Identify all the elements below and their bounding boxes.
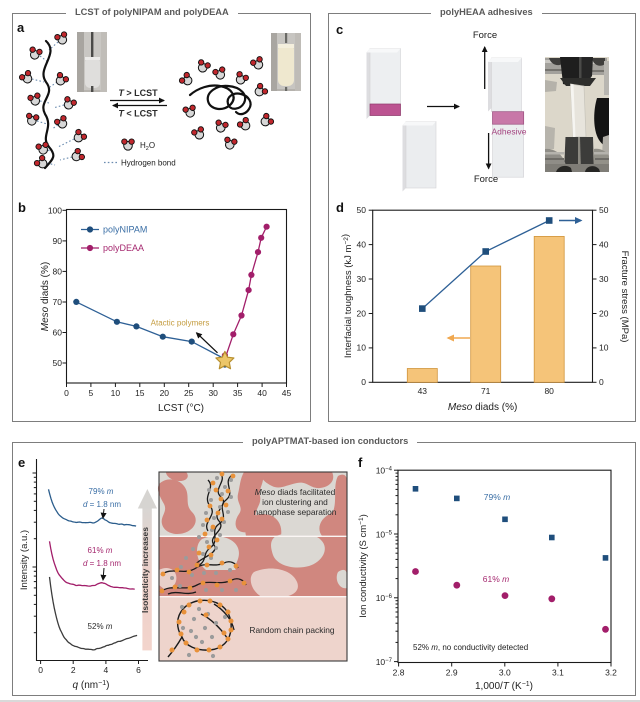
svg-text:20: 20: [599, 308, 609, 318]
svg-text:d = 1.8 nm: d = 1.8 nm: [83, 500, 121, 509]
svg-text:61% m: 61% m: [483, 574, 509, 584]
svg-text:5: 5: [89, 388, 94, 398]
svg-text:Hydrogen bond: Hydrogen bond: [121, 159, 176, 168]
svg-text:80: 80: [544, 386, 554, 396]
svg-text:Force: Force: [474, 174, 498, 185]
svg-text:3.2: 3.2: [605, 668, 617, 678]
svg-text:Ion conductivity (S cm−1): Ion conductivity (S cm−1): [358, 514, 369, 618]
svg-text:100: 100: [48, 205, 62, 215]
svg-text:50: 50: [357, 205, 367, 215]
svg-text:ion clustering and: ion clustering and: [262, 497, 328, 507]
svg-text:e: e: [18, 455, 25, 470]
svg-text:10−5: 10−5: [376, 529, 393, 539]
svg-text:polyNIPAM: polyNIPAM: [103, 225, 147, 235]
svg-text:0: 0: [361, 377, 366, 387]
svg-text:nanophase separation: nanophase separation: [254, 507, 337, 517]
svg-text:61% m: 61% m: [88, 546, 113, 555]
svg-text:35: 35: [233, 388, 243, 398]
svg-text:T < LCST: T < LCST: [118, 109, 158, 119]
svg-text:Atactic polymers: Atactic polymers: [151, 319, 210, 328]
svg-text:H2O: H2O: [140, 141, 155, 152]
svg-text:Meso diads (%): Meso diads (%): [448, 402, 517, 413]
svg-text:Force: Force: [473, 30, 497, 41]
svg-text:90: 90: [53, 236, 63, 246]
svg-text:50: 50: [599, 205, 609, 215]
svg-text:79% m: 79% m: [484, 492, 510, 502]
svg-text:b: b: [18, 200, 26, 215]
svg-text:2: 2: [71, 665, 76, 675]
svg-text:d = 1.8 nm: d = 1.8 nm: [83, 559, 121, 568]
svg-text:2.8: 2.8: [393, 668, 405, 678]
svg-text:d: d: [336, 200, 344, 215]
svg-text:70: 70: [53, 297, 63, 307]
svg-text:q (nm−1): q (nm−1): [73, 680, 110, 691]
svg-text:Intensity (a.u.): Intensity (a.u.): [19, 530, 30, 590]
svg-text:79% m: 79% m: [89, 487, 114, 496]
svg-text:6: 6: [136, 665, 141, 675]
svg-text:LCST (°C): LCST (°C): [158, 403, 204, 414]
svg-text:10: 10: [111, 388, 121, 398]
svg-text:Meso diads facilitated: Meso diads facilitated: [255, 487, 336, 497]
svg-text:30: 30: [357, 274, 367, 284]
svg-text:a: a: [17, 20, 25, 35]
svg-text:f: f: [358, 455, 363, 470]
svg-text:30: 30: [599, 274, 609, 284]
svg-text:Interfacial toughness (kJ m−2): Interfacial toughness (kJ m−2): [340, 234, 354, 358]
svg-text:71: 71: [481, 386, 491, 396]
svg-text:43: 43: [418, 386, 428, 396]
svg-text:0: 0: [64, 388, 69, 398]
svg-text:2.9: 2.9: [446, 668, 458, 678]
svg-text:10: 10: [599, 343, 609, 353]
svg-text:30: 30: [208, 388, 218, 398]
svg-text:1,000/T (K−1): 1,000/T (K−1): [475, 681, 533, 692]
svg-text:15: 15: [135, 388, 145, 398]
svg-text:0: 0: [38, 665, 43, 675]
svg-text:4: 4: [104, 665, 109, 675]
svg-text:3.1: 3.1: [552, 668, 564, 678]
svg-text:10−4: 10−4: [376, 466, 393, 476]
svg-text:T > LCST: T > LCST: [118, 88, 158, 98]
svg-text:3.0: 3.0: [499, 668, 511, 678]
svg-text:60: 60: [53, 328, 63, 338]
svg-text:40: 40: [257, 388, 267, 398]
svg-text:25: 25: [184, 388, 194, 398]
svg-text:52% m, no conductivity detecte: 52% m, no conductivity detected: [413, 643, 528, 652]
svg-text:10−7: 10−7: [376, 657, 393, 667]
svg-text:80: 80: [53, 266, 63, 276]
svg-text:Adhesive: Adhesive: [492, 127, 527, 137]
svg-text:Meso diads (%): Meso diads (%): [40, 262, 51, 331]
svg-text:40: 40: [357, 239, 367, 249]
svg-text:c: c: [336, 22, 343, 37]
svg-text:0: 0: [599, 377, 604, 387]
svg-text:45: 45: [282, 388, 292, 398]
svg-text:52% m: 52% m: [88, 622, 113, 631]
svg-text:Random chain packing: Random chain packing: [249, 625, 335, 635]
svg-text:50: 50: [53, 358, 63, 368]
svg-text:Fracture stress (MPa): Fracture stress (MPa): [619, 251, 630, 343]
svg-text:10: 10: [357, 343, 367, 353]
svg-text:Isotacticity increases: Isotacticity increases: [140, 527, 150, 613]
svg-text:40: 40: [599, 239, 609, 249]
svg-text:10−6: 10−6: [376, 593, 393, 603]
svg-text:20: 20: [160, 388, 170, 398]
svg-text:polyDEAA: polyDEAA: [103, 243, 144, 253]
svg-text:20: 20: [357, 308, 367, 318]
